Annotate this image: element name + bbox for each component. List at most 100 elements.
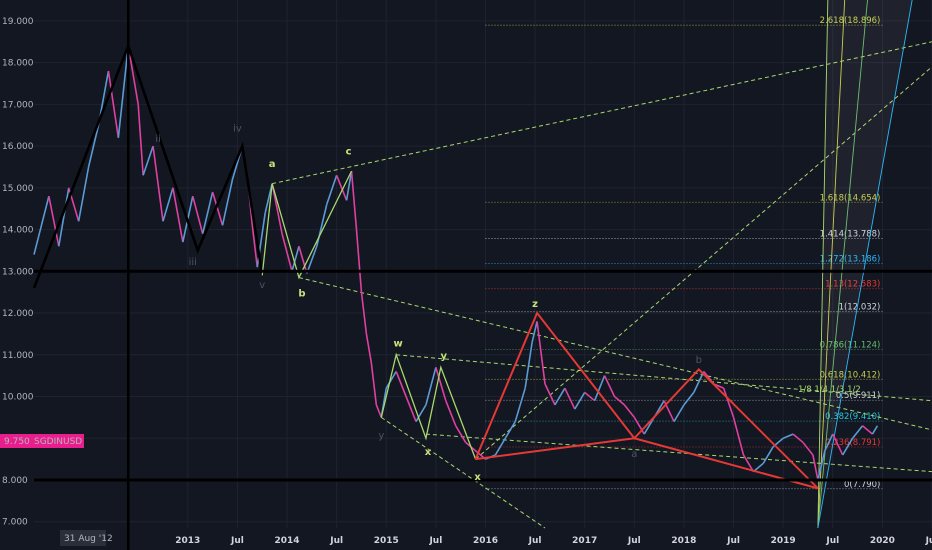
x-tick-label: Jul	[329, 536, 343, 546]
y-tick-label: 14.000	[2, 226, 34, 236]
x-tick-label: Jul	[825, 536, 839, 546]
price-segment	[415, 404, 427, 422]
price-segment	[593, 375, 606, 401]
price-segment	[325, 175, 338, 205]
price-segment	[405, 396, 417, 422]
price-series	[33, 45, 879, 481]
y-tick-label: 8.000	[2, 476, 28, 486]
gann-fan-line	[817, 0, 913, 529]
price-segment	[623, 404, 635, 418]
x-tick-label: Jul	[230, 536, 244, 546]
fib-label: 2.618(18.896)	[820, 16, 881, 26]
price-segment	[862, 425, 873, 435]
price-segment	[58, 187, 70, 247]
price-segment	[137, 104, 144, 176]
wave-label: x	[425, 447, 432, 458]
trendline-lower	[425, 433, 932, 473]
price-segment	[824, 433, 834, 452]
price-segment	[683, 391, 695, 406]
fib-label: 1(12.032)	[839, 303, 881, 313]
price-segment	[291, 246, 300, 272]
price-segment	[162, 187, 174, 222]
price-segment	[355, 229, 363, 293]
price-segment	[435, 367, 447, 401]
price-segment	[298, 246, 308, 274]
price-segment	[385, 371, 397, 389]
crosshair-date-tag: 31 Aug '12	[60, 530, 113, 546]
x-tick-label: 2014	[274, 536, 299, 546]
y-tick-label: 7.000	[2, 518, 28, 528]
wave-label: c	[346, 146, 352, 157]
x-tick-label: 2013	[175, 536, 200, 546]
price-segment	[201, 191, 214, 234]
price-segment	[306, 245, 318, 274]
price-segment	[335, 175, 348, 201]
price-segment	[792, 433, 804, 444]
price-segment	[117, 45, 130, 138]
price-segment	[494, 437, 507, 456]
price-segment	[211, 191, 224, 226]
price-segment	[445, 400, 457, 427]
y-tick-label: 13.000	[2, 267, 34, 277]
x-tick-label: 2019	[771, 536, 796, 546]
price-segment	[832, 433, 844, 456]
price-segment	[33, 195, 50, 255]
y-tick-label: 15.000	[2, 184, 34, 194]
crosshair-date: 31 Aug '12	[64, 534, 113, 544]
y-tick-label: 16.000	[2, 142, 34, 152]
fib-label: 0.618(10.412)	[820, 370, 881, 380]
fib-label: 1.414(13.788)	[820, 229, 881, 239]
y-tick-label: 12.000	[2, 309, 34, 319]
price-segment	[742, 454, 755, 473]
price-segment	[554, 387, 566, 406]
fib-label: 1.272(13.186)	[820, 255, 881, 265]
price-segment	[365, 333, 373, 364]
y-tick-label: 17.000	[2, 100, 34, 110]
x-tick-label: Jul	[528, 536, 542, 546]
price-segment	[251, 225, 259, 268]
price-segment	[350, 171, 358, 230]
price-segment	[360, 292, 368, 335]
price-segment	[812, 454, 819, 481]
fib-label: 0.236(8.791)	[825, 438, 880, 448]
trendline-falling	[381, 416, 546, 529]
x-tick-label: Jul	[726, 536, 740, 546]
current-price-tag: 9.750 SGDINUSD	[0, 434, 84, 448]
wave-primary	[32, 42, 264, 289]
price-segment	[782, 433, 794, 439]
fib-label: 1.13(12.583)	[825, 280, 880, 290]
price-segment	[574, 391, 586, 410]
price-segment	[584, 391, 596, 402]
price-segment	[871, 425, 879, 435]
y-tick-label: 19.000	[2, 17, 34, 27]
x-tick-label: 2017	[572, 536, 597, 546]
price-segment	[817, 450, 826, 481]
price-segment	[603, 375, 616, 397]
price-segment	[425, 367, 437, 406]
y-tick-label: 11.000	[2, 351, 34, 361]
harmonic-base	[475, 437, 819, 490]
wave-wxy	[380, 352, 477, 460]
x-tick-label: Jul	[627, 536, 641, 546]
x-tick-label: Jul	[925, 536, 932, 546]
price-segment	[851, 425, 864, 439]
price-segment	[107, 70, 120, 138]
current-price-value: 9.750	[4, 437, 30, 447]
price-segment	[722, 387, 735, 418]
wave-abc	[261, 170, 353, 280]
price-segment	[524, 342, 533, 389]
price-segment	[613, 395, 625, 406]
price-segment	[172, 187, 184, 243]
wave-label: b	[696, 355, 702, 366]
wave-label: v	[259, 280, 265, 291]
elliott-waves	[32, 42, 477, 460]
wave-label: iv	[233, 123, 242, 134]
price-segment	[802, 441, 814, 456]
price-segment	[370, 363, 378, 405]
y-tick-label: 18.000	[2, 59, 34, 69]
harmonic-pattern	[474, 311, 819, 490]
wave-label: b	[298, 288, 305, 299]
